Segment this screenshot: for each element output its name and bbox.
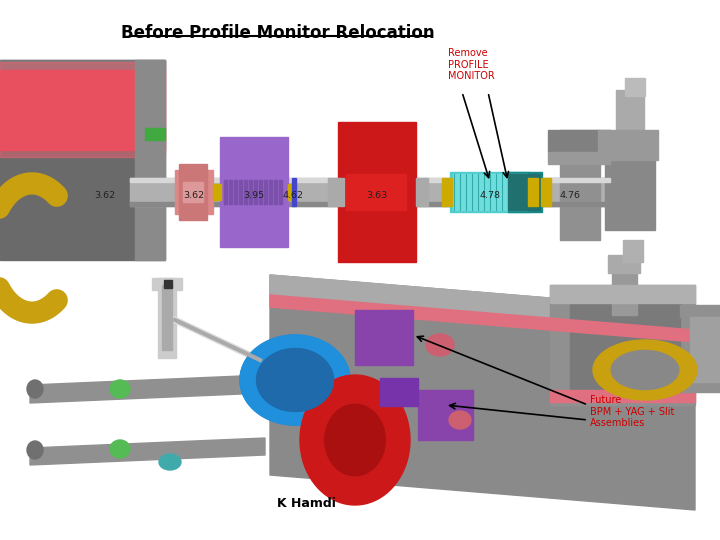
Text: K Hamdi: K Hamdi (276, 497, 336, 510)
Text: Future
BPM + YAG + Slit
Assemblies: Future BPM + YAG + Slit Assemblies (590, 395, 675, 428)
Bar (612, 260, 637, 315)
Bar (680, 305, 720, 317)
Bar (229, 180, 232, 204)
Bar (508, 174, 540, 210)
Text: 3.95: 3.95 (243, 192, 264, 200)
Polygon shape (593, 340, 697, 400)
Bar (550, 285, 695, 405)
Bar (162, 285, 172, 350)
Text: Before Profile Monitor Relocation: Before Profile Monitor Relocation (121, 24, 435, 42)
Bar (130, 178, 610, 206)
Ellipse shape (110, 440, 130, 458)
Bar (528, 178, 538, 206)
Bar (259, 180, 262, 204)
Bar (598, 130, 658, 160)
Bar (234, 180, 237, 204)
Bar (254, 180, 257, 204)
Polygon shape (325, 404, 385, 476)
Text: 3.62: 3.62 (184, 192, 204, 200)
Bar (183, 182, 203, 202)
Bar (328, 178, 344, 206)
Bar (355, 310, 413, 365)
Bar (0, 60, 165, 260)
Bar (453, 174, 527, 210)
Polygon shape (270, 295, 695, 342)
Bar (560, 130, 600, 240)
Bar (265, 345, 320, 415)
Bar (175, 170, 213, 214)
Text: 4.76: 4.76 (559, 192, 580, 200)
Bar (450, 172, 530, 212)
Polygon shape (30, 438, 265, 465)
Ellipse shape (27, 441, 43, 459)
Bar (548, 130, 610, 152)
Text: 4.62: 4.62 (282, 192, 304, 200)
Ellipse shape (110, 380, 130, 398)
Bar (288, 184, 296, 200)
Bar (145, 128, 165, 140)
Bar (570, 303, 680, 398)
Bar (680, 380, 720, 392)
Polygon shape (30, 375, 265, 403)
Bar (224, 180, 227, 204)
Bar (541, 178, 551, 206)
Bar (269, 180, 272, 204)
Bar (338, 122, 416, 262)
Bar (130, 202, 610, 206)
Text: 4.78: 4.78 (480, 192, 500, 200)
Bar (213, 184, 221, 200)
Bar (244, 180, 247, 204)
Bar (605, 150, 655, 230)
Bar (625, 78, 645, 96)
Bar (164, 280, 172, 288)
Bar (292, 178, 296, 206)
Bar (550, 178, 630, 206)
Bar (550, 390, 695, 402)
Polygon shape (270, 275, 695, 340)
Bar (130, 178, 610, 182)
Ellipse shape (27, 380, 43, 398)
Bar (550, 285, 695, 303)
Bar (442, 178, 452, 206)
Bar (264, 180, 267, 204)
Bar (279, 180, 282, 204)
Bar (239, 180, 242, 204)
Bar (623, 240, 643, 262)
Polygon shape (256, 348, 333, 411)
Bar (0, 70, 165, 150)
Polygon shape (270, 275, 695, 510)
Bar (508, 172, 542, 212)
Bar (416, 178, 428, 206)
Bar (158, 278, 176, 358)
Bar (616, 90, 644, 140)
Bar (135, 60, 165, 260)
Bar (346, 174, 406, 210)
Polygon shape (240, 335, 350, 425)
Bar (418, 390, 473, 440)
Polygon shape (240, 335, 350, 425)
Text: 3.62: 3.62 (94, 192, 116, 200)
Bar (152, 278, 182, 290)
Bar (179, 164, 207, 220)
Bar (274, 180, 277, 204)
Bar (548, 152, 610, 164)
Bar (0, 62, 165, 157)
Bar (380, 378, 418, 406)
Ellipse shape (449, 411, 471, 429)
Ellipse shape (426, 334, 454, 356)
Text: 3.63: 3.63 (366, 192, 387, 200)
Bar (220, 137, 288, 247)
Bar (249, 180, 252, 204)
Bar (690, 317, 720, 382)
Polygon shape (611, 350, 679, 389)
Bar (0, 60, 165, 70)
Text: Remove
PROFILE
MONITOR: Remove PROFILE MONITOR (448, 48, 495, 81)
Bar (608, 255, 640, 273)
Ellipse shape (159, 454, 181, 470)
Polygon shape (300, 375, 410, 505)
